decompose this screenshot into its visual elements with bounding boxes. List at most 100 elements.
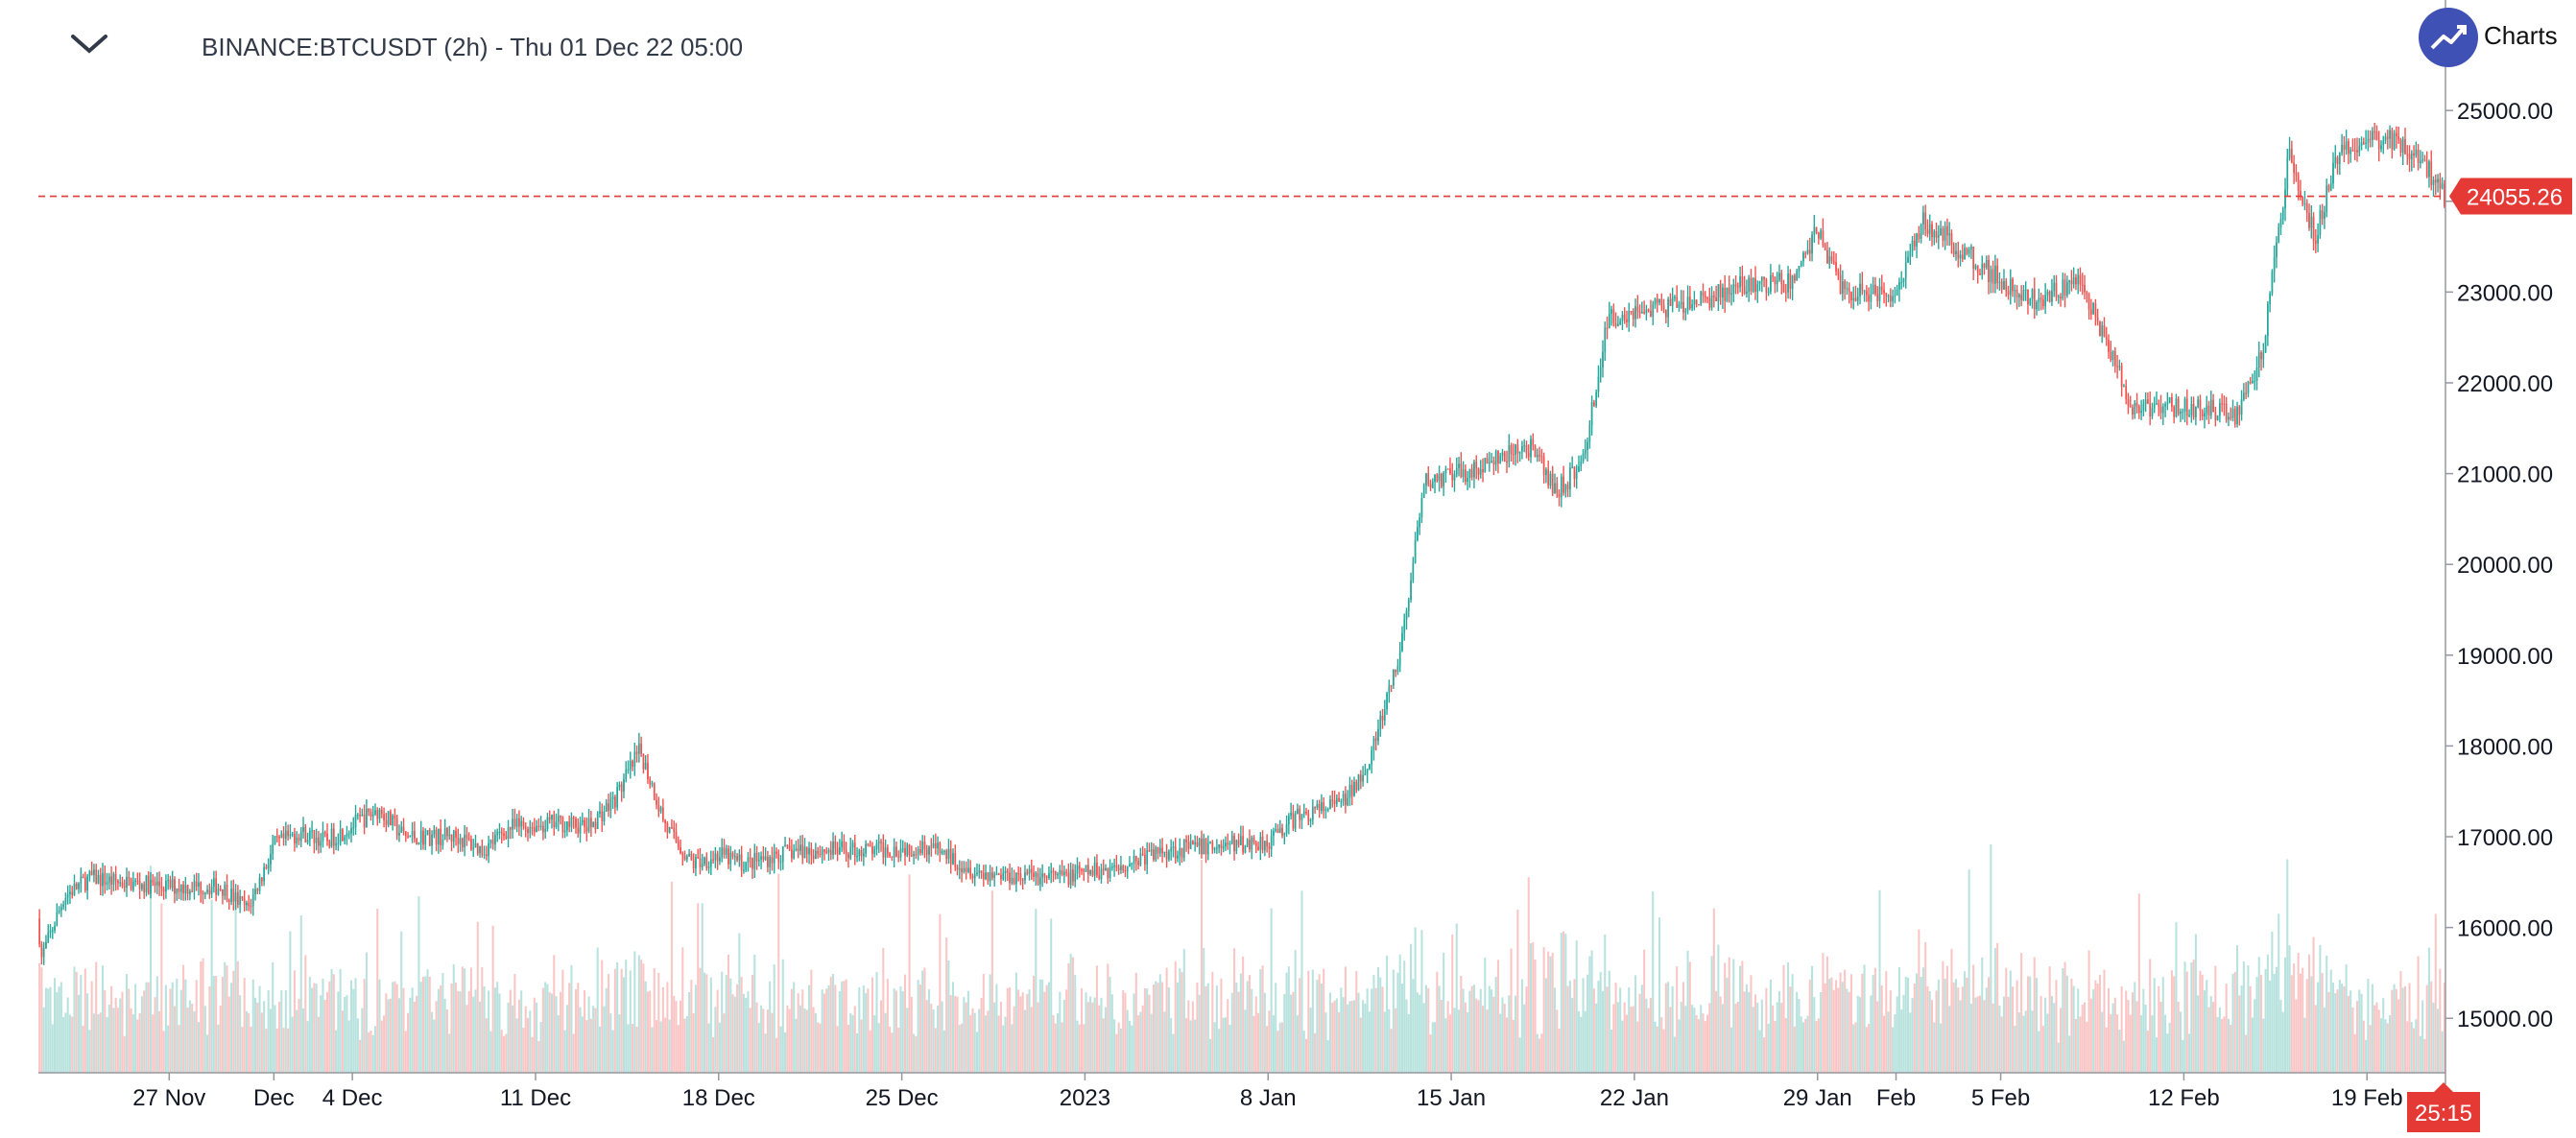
volume-bar: [328, 981, 331, 1073]
volume-bar: [2155, 1037, 2159, 1073]
volume-bar: [206, 1034, 209, 1073]
volume-bar: [2336, 989, 2339, 1073]
volume-bar: [733, 996, 736, 1073]
candle-body: [1868, 295, 1870, 302]
volume-bar: [1019, 996, 1022, 1073]
candle-body: [1558, 493, 1561, 498]
volume-bar: [1117, 1022, 1120, 1073]
candle-body: [1122, 865, 1125, 871]
collapse-toggle[interactable]: [63, 25, 115, 67]
candle-body: [1198, 838, 1201, 846]
volume-bar: [2410, 1022, 2413, 1073]
candle-body: [2132, 407, 2134, 415]
candle-body: [1918, 233, 1920, 239]
volume-bar: [668, 1019, 671, 1073]
candle-body: [2079, 274, 2082, 285]
candle-body: [568, 821, 571, 827]
candle-body: [1366, 769, 1369, 773]
volume-bar: [1124, 992, 1127, 1073]
volume-bar: [2341, 984, 2344, 1073]
candle-body: [54, 925, 56, 931]
volume-bar: [2033, 957, 2036, 1073]
volume-bar: [1964, 971, 1967, 1073]
volume-bar: [359, 1039, 362, 1073]
volume-bar: [1745, 984, 1748, 1073]
volume-bar: [1002, 1025, 1005, 1073]
candle-body: [808, 848, 810, 855]
candle-body: [675, 831, 678, 842]
candle-body: [82, 876, 84, 879]
candle-body: [2182, 411, 2184, 414]
candle-body: [2432, 179, 2435, 185]
volume-bar: [313, 983, 316, 1073]
candle-body: [1885, 293, 1888, 296]
volume-bar: [788, 1008, 791, 1073]
candle-body: [1512, 454, 1515, 456]
candle-body: [1185, 840, 1187, 842]
volume-bar: [1429, 1034, 1432, 1073]
candle-body: [2286, 157, 2289, 190]
candle-body: [1562, 476, 1564, 493]
volume-bar: [1787, 961, 1790, 1073]
volume-bar: [1128, 1020, 1132, 1073]
volume-bar: [812, 1007, 815, 1073]
volume-bar: [2026, 976, 2029, 1073]
candle-body: [788, 845, 791, 850]
candle-body: [2262, 351, 2265, 360]
volume-bar: [738, 933, 741, 1073]
volume-bar: [138, 1012, 141, 1073]
candle-body: [2164, 404, 2166, 407]
volume-bar: [483, 986, 486, 1073]
volume-bar: [1883, 1015, 1886, 1073]
candle-body: [1110, 866, 1113, 868]
volume-bar: [1388, 1008, 1391, 1073]
candle-body: [599, 811, 601, 814]
candle-body: [371, 814, 374, 818]
candle-body: [186, 885, 189, 894]
candle-body: [1120, 865, 1122, 870]
volume-bar: [865, 993, 868, 1073]
candle-body: [1499, 456, 1502, 463]
volume-bar: [239, 995, 242, 1073]
candle-body: [947, 848, 950, 860]
candle-body: [725, 848, 727, 855]
candle-body: [1904, 262, 1907, 279]
volume-bar: [1222, 1017, 1225, 1073]
volume-bar: [1170, 1017, 1173, 1073]
volume-bar: [1549, 956, 1552, 1073]
volume-bar: [1992, 1003, 1994, 1073]
volume-bar: [790, 988, 793, 1073]
candle-body: [777, 853, 780, 863]
candle-body: [1832, 261, 1835, 263]
candle-body: [1072, 869, 1074, 882]
candle-body: [1569, 467, 1571, 489]
candle-body: [1372, 738, 1375, 750]
volume-bar: [143, 990, 146, 1073]
candle-body: [1614, 322, 1617, 326]
candle-body: [937, 842, 939, 849]
candle-body: [943, 850, 945, 852]
volume-bar: [880, 1000, 883, 1073]
candle-body: [1105, 867, 1107, 870]
logo-button[interactable]: [2419, 8, 2478, 67]
candle-body: [1935, 231, 1938, 238]
volume-bar: [2278, 913, 2280, 1073]
volume-bar: [1023, 1009, 1026, 1073]
volume-bar: [1004, 1016, 1007, 1073]
volume-bar: [2177, 1001, 2180, 1073]
candle-body: [1311, 807, 1314, 820]
candle-body: [1730, 293, 1732, 296]
volume-bar: [1328, 992, 1332, 1073]
volume-bar: [2105, 1027, 2108, 1073]
candle-body: [1417, 527, 1419, 540]
volume-bar: [203, 1006, 206, 1073]
volume-bar: [1680, 1002, 1682, 1073]
candle-body: [1586, 441, 1588, 450]
candle-body: [2188, 415, 2190, 416]
volume-bar: [2096, 984, 2099, 1073]
volume-bar: [771, 1012, 774, 1073]
volume-bar: [670, 881, 673, 1073]
candle-body: [494, 835, 496, 845]
volume-bar: [1374, 987, 1377, 1073]
